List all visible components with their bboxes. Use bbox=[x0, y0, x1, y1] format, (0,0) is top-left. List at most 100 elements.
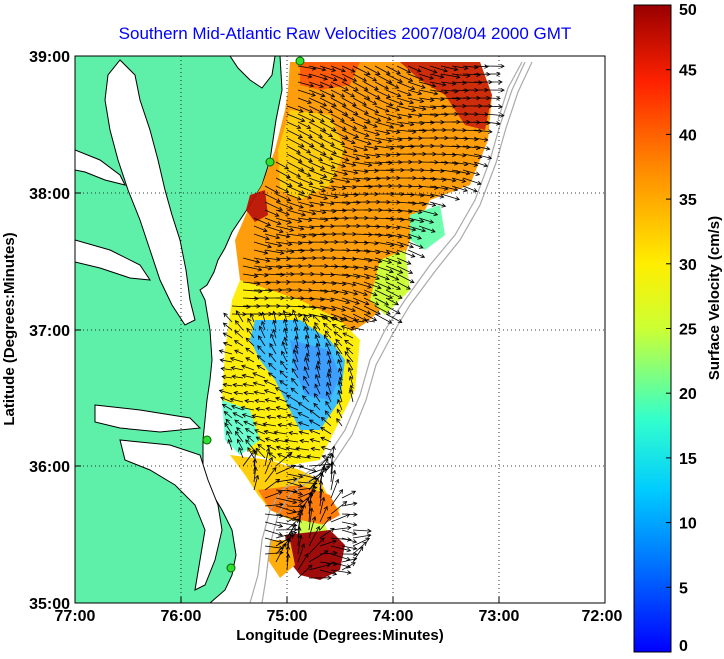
current-vector bbox=[363, 273, 380, 280]
current-vector-head bbox=[245, 337, 251, 343]
current-vector-head bbox=[312, 305, 317, 310]
current-vector bbox=[396, 281, 411, 290]
current-vector-head bbox=[337, 398, 342, 404]
current-vector bbox=[396, 273, 415, 283]
current-vector bbox=[330, 65, 346, 72]
current-vector bbox=[338, 368, 343, 379]
current-vector bbox=[275, 177, 293, 187]
current-vector bbox=[230, 357, 244, 363]
current-vector bbox=[297, 305, 316, 309]
current-vector bbox=[308, 129, 323, 138]
current-vector bbox=[451, 145, 470, 148]
current-vector bbox=[352, 297, 369, 305]
current-vector bbox=[268, 362, 277, 371]
current-vector-head bbox=[234, 349, 239, 354]
current-vector bbox=[268, 452, 277, 459]
current-vector bbox=[264, 491, 283, 499]
current-vector-head bbox=[325, 342, 330, 348]
current-vector-head bbox=[421, 227, 427, 233]
current-vector-head bbox=[301, 212, 306, 217]
current-vector-head bbox=[350, 68, 356, 73]
current-vector bbox=[242, 414, 255, 419]
current-vector-head bbox=[390, 168, 395, 173]
current-vector-head bbox=[283, 336, 288, 342]
current-vector bbox=[319, 489, 323, 507]
current-vector-head bbox=[279, 380, 284, 385]
current-vector bbox=[234, 349, 244, 355]
current-vector-head bbox=[275, 234, 281, 240]
current-vector-head bbox=[264, 398, 270, 403]
current-vector bbox=[352, 113, 371, 123]
current-vector bbox=[253, 273, 268, 276]
current-vector-head bbox=[340, 68, 346, 73]
current-vector-head bbox=[350, 93, 356, 98]
current-vector bbox=[256, 408, 266, 411]
current-vector bbox=[308, 177, 324, 184]
current-vector bbox=[308, 65, 326, 71]
current-vector-head bbox=[254, 474, 260, 480]
current-vector bbox=[330, 501, 347, 515]
current-vector-head bbox=[387, 259, 393, 264]
current-vector-head bbox=[277, 453, 282, 458]
current-vector-head bbox=[218, 349, 224, 354]
radar-station-marker bbox=[265, 157, 275, 167]
current-vector-head bbox=[234, 430, 240, 436]
current-vector bbox=[319, 569, 337, 575]
current-vector bbox=[286, 129, 303, 138]
current-vector-head bbox=[323, 76, 329, 81]
current-vector bbox=[247, 447, 255, 459]
current-vector bbox=[308, 121, 326, 132]
current-vector bbox=[341, 97, 357, 107]
current-vector-head bbox=[373, 123, 378, 128]
current-vector bbox=[330, 89, 345, 98]
current-vector bbox=[252, 415, 266, 419]
current-vector bbox=[242, 265, 262, 271]
current-vector bbox=[330, 153, 349, 161]
current-vector bbox=[308, 233, 327, 236]
current-vector bbox=[363, 241, 378, 244]
current-vector-head bbox=[463, 65, 469, 71]
current-vector bbox=[374, 73, 392, 84]
current-vector-head bbox=[385, 130, 391, 135]
current-vector bbox=[319, 297, 334, 301]
current-vector bbox=[319, 516, 332, 531]
current-vector-head bbox=[255, 447, 261, 453]
current-vector-head bbox=[375, 153, 381, 159]
current-vector-head bbox=[333, 172, 338, 177]
current-vector bbox=[286, 514, 302, 523]
current-vector-head bbox=[266, 221, 272, 227]
current-vector bbox=[341, 313, 357, 321]
current-vector bbox=[330, 169, 348, 175]
current-vector bbox=[309, 419, 321, 427]
current-vector bbox=[429, 177, 446, 181]
current-vector bbox=[308, 145, 326, 156]
current-vector bbox=[297, 498, 310, 515]
current-vector bbox=[245, 337, 255, 347]
current-vector-head bbox=[279, 370, 285, 375]
current-vector bbox=[330, 177, 350, 183]
current-vector bbox=[319, 193, 338, 198]
current-vector bbox=[336, 418, 343, 427]
current-vector-head bbox=[329, 527, 335, 533]
current-vector bbox=[272, 329, 277, 339]
current-vector-head bbox=[311, 515, 317, 521]
current-vector-head bbox=[407, 91, 412, 97]
current-vector-head bbox=[327, 575, 332, 581]
current-vector bbox=[286, 185, 305, 195]
current-vector-head bbox=[396, 285, 402, 290]
current-vector-head bbox=[304, 356, 309, 362]
current-vector bbox=[263, 423, 277, 427]
current-vector-head bbox=[229, 397, 235, 402]
current-vector bbox=[276, 406, 288, 411]
current-vector bbox=[341, 289, 358, 295]
current-vector bbox=[261, 321, 266, 331]
current-vector bbox=[286, 554, 289, 571]
current-vector bbox=[352, 546, 364, 563]
current-vector bbox=[337, 399, 343, 411]
current-vector bbox=[396, 209, 412, 213]
colorbar-tick-label: 0 bbox=[679, 638, 688, 655]
current-vector-head bbox=[287, 241, 293, 247]
current-vector-head bbox=[243, 390, 248, 396]
current-vector bbox=[325, 342, 332, 355]
